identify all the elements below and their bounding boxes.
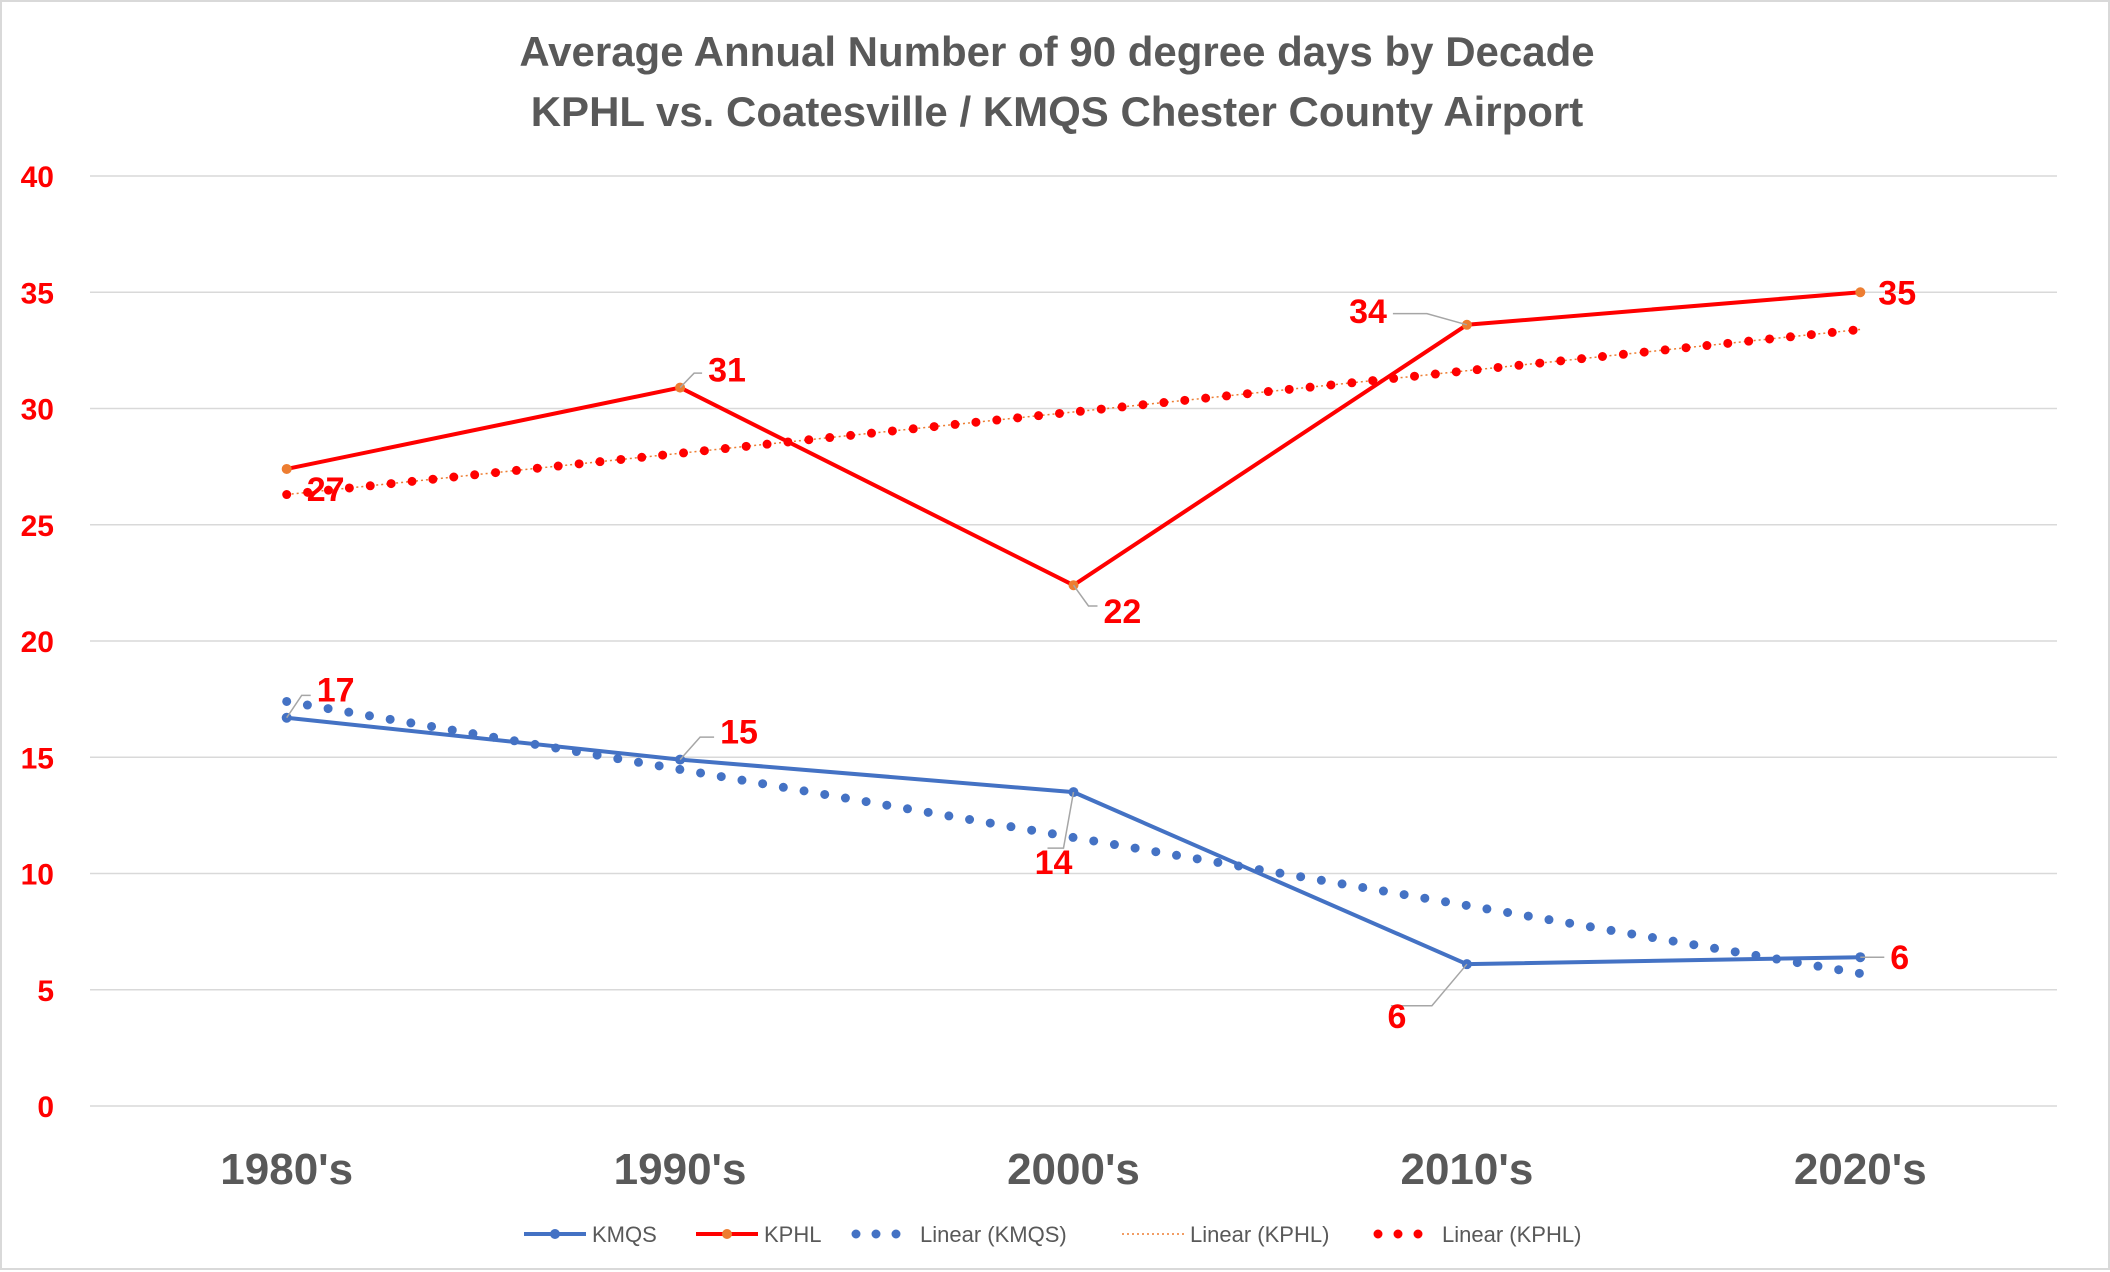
data-label-kmqs: 15 [720,714,758,752]
label-leader-line [679,736,715,761]
data-label-kphl: 22 [1104,593,1142,631]
y-tick-label: 15 [21,742,54,775]
trendline-linear-kphl--1 [286,328,1861,496]
legend-marker [550,1229,560,1239]
gridlines [90,175,2057,1107]
legend-label: KMQS [592,1222,657,1247]
label-leader-line [1392,312,1468,326]
x-axis-ticks: 1980's 1990's 2000's 2010's 2020's [220,1145,1926,1194]
data-label-kphl: 35 [1878,274,1916,312]
data-label-kphl: 31 [708,352,746,390]
x-tick-label: 2000's [1007,1145,1140,1194]
data-label-kmqs: 17 [317,672,355,710]
data-point-kphl [1855,287,1866,298]
y-tick-label: 20 [21,626,54,659]
x-tick-label: 2010's [1400,1145,1533,1194]
chart-subtitle: KPHL vs. Coatesville / KMQS Chester Coun… [531,88,1584,135]
data-point-kphl [281,463,292,474]
legend-label: Linear (KPHL) [1190,1222,1329,1247]
label-leader-line [1047,791,1075,849]
data-labels: 17 15 14 6 6 27 31 22 34 35 [286,274,1916,1036]
chart-title: Average Annual Number of 90 degree days … [519,28,1594,75]
data-label-kmqs: 14 [1035,844,1073,882]
label-leader-line [286,694,311,719]
x-tick-label: 2020's [1794,1145,1927,1194]
trendline-linear-kmqs--0 [282,696,1865,978]
trendline-linear-kphl--2 [282,324,1865,500]
data-label-kmqs: 6 [1890,939,1909,977]
y-tick-label: 10 [21,859,54,892]
y-tick-label: 30 [21,394,54,427]
trendlines [282,324,1865,978]
legend-label: Linear (KPHL) [1442,1222,1581,1247]
legend: KMQS KPHL Linear (KMQS) Linear (KPHL) Linear… [524,1222,1581,1247]
y-tick-label: 35 [21,277,54,310]
x-tick-label: 1990's [614,1145,747,1194]
y-tick-label: 0 [37,1091,54,1124]
x-tick-label: 1980's [220,1145,353,1194]
y-axis-ticks: 0 5 10 15 20 25 30 35 40 [21,161,54,1124]
series-line-kphl [286,290,1861,588]
legend-label: KPHL [764,1222,821,1247]
y-tick-label: 25 [21,510,54,543]
label-leader-line [679,372,703,389]
data-label-kphl: 27 [307,471,345,509]
legend-marker [722,1229,732,1239]
label-leader-line [1072,584,1098,607]
legend-label: Linear (KMQS) [920,1222,1067,1247]
y-tick-label: 40 [21,161,54,194]
series-lines [281,287,1866,970]
y-tick-label: 5 [37,975,54,1008]
label-leader-line [1390,963,1468,1007]
data-label-kphl: 34 [1349,293,1387,331]
data-label-kmqs: 6 [1387,998,1406,1036]
